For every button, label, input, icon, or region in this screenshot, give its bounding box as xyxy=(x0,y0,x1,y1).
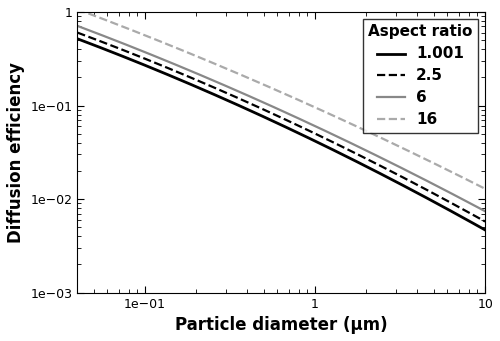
Y-axis label: Diffusion efficiency: Diffusion efficiency xyxy=(7,62,25,243)
16 xyxy=(370,132,376,136)
1.001 xyxy=(236,103,242,107)
16 xyxy=(482,187,488,191)
1.001 xyxy=(124,56,130,60)
Line: 2.5: 2.5 xyxy=(78,33,485,222)
16 xyxy=(74,7,80,11)
16 xyxy=(207,60,213,64)
6 xyxy=(74,24,80,28)
16 xyxy=(368,131,374,135)
6 xyxy=(482,209,488,213)
1.001 xyxy=(482,228,488,232)
Line: 16: 16 xyxy=(78,9,485,189)
2.5 xyxy=(236,97,242,101)
1.001 xyxy=(370,168,376,172)
2.5 xyxy=(331,140,337,145)
1.001 xyxy=(368,167,374,171)
6 xyxy=(124,43,130,47)
2.5 xyxy=(370,160,376,164)
6 xyxy=(370,152,376,156)
2.5 xyxy=(74,31,80,35)
2.5 xyxy=(207,84,213,88)
6 xyxy=(368,151,374,155)
6 xyxy=(331,133,337,137)
1.001 xyxy=(74,37,80,41)
1.001 xyxy=(331,148,337,152)
6 xyxy=(236,90,242,94)
2.5 xyxy=(368,159,374,163)
16 xyxy=(331,114,337,118)
2.5 xyxy=(124,49,130,54)
16 xyxy=(124,26,130,30)
Line: 6: 6 xyxy=(78,26,485,211)
16 xyxy=(236,72,242,76)
Legend: 1.001, 2.5, 6, 16: 1.001, 2.5, 6, 16 xyxy=(362,19,478,133)
1.001 xyxy=(207,91,213,95)
2.5 xyxy=(482,220,488,224)
X-axis label: Particle diameter (μm): Particle diameter (μm) xyxy=(175,316,388,334)
Line: 1.001: 1.001 xyxy=(78,39,485,230)
6 xyxy=(207,77,213,81)
